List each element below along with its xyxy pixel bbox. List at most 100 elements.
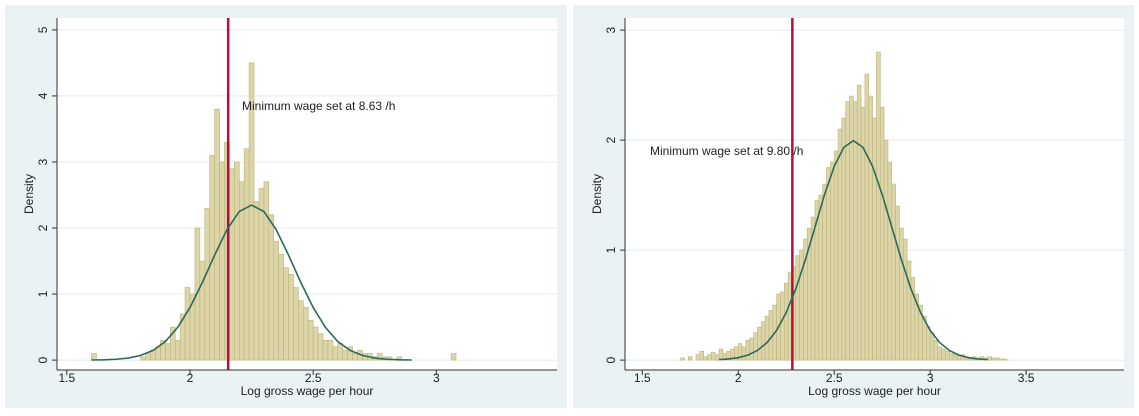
bar <box>822 183 827 361</box>
x-tick-label: 2 <box>735 371 742 385</box>
bar <box>229 168 235 361</box>
bar <box>741 346 747 361</box>
bar <box>845 101 850 361</box>
bar <box>699 350 704 361</box>
panel: 0 1 2 3 1.5 2 2.5 3 3.5 Minimum wage set at 9.80 … <box>573 5 1134 408</box>
y-axis-title: Density <box>22 174 36 214</box>
bar <box>145 353 151 361</box>
bar <box>680 357 685 361</box>
bar <box>184 287 191 361</box>
bar <box>327 339 334 361</box>
bar <box>293 287 299 361</box>
panel: 0 1 2 3 4 5 1.5 2 2.5 3 Minimum wage set at 8.63 /… <box>5 5 567 408</box>
bar <box>312 326 319 361</box>
bar <box>868 95 873 361</box>
bar <box>987 356 992 361</box>
bar <box>268 214 275 361</box>
bar <box>945 350 950 361</box>
bar <box>818 194 823 361</box>
y-axis-title: Density <box>590 174 604 214</box>
y-tick-label: 3 <box>36 158 50 165</box>
bar <box>764 315 770 361</box>
bar <box>243 148 250 361</box>
bar <box>707 354 712 361</box>
bar <box>995 357 1000 361</box>
x-axis-title: Log gross wage per hour <box>241 384 374 398</box>
bar <box>322 339 329 361</box>
bar <box>941 348 946 361</box>
bar <box>753 332 758 361</box>
bar <box>872 117 877 361</box>
y-tick-label: 5 <box>36 26 50 33</box>
bar <box>258 188 265 361</box>
bar <box>718 348 724 361</box>
bar <box>757 326 762 361</box>
bar <box>991 357 996 361</box>
bar <box>864 73 870 361</box>
bar <box>307 320 314 361</box>
bar <box>283 267 289 361</box>
y-tick-label: 1 <box>36 290 50 297</box>
bar <box>288 273 294 361</box>
bar <box>926 326 931 361</box>
bar <box>91 353 97 361</box>
bar <box>253 201 260 361</box>
y-tick-label: 4 <box>36 92 50 99</box>
bar <box>214 108 220 361</box>
bar <box>165 343 171 361</box>
bar <box>695 354 701 361</box>
bar <box>688 356 693 361</box>
y-tick-label: 0 <box>36 356 50 363</box>
bar <box>933 339 939 361</box>
bar <box>795 255 800 361</box>
y-tick-label: 2 <box>36 224 50 231</box>
bar <box>841 117 847 361</box>
annotation: Minimum wage set at 8.63 /h <box>242 99 395 113</box>
bar <box>956 355 962 361</box>
bar <box>204 207 211 361</box>
bar <box>263 181 270 361</box>
bar <box>826 167 831 361</box>
bar <box>714 354 720 361</box>
x-tick-label: 2.5 <box>826 371 843 385</box>
bar <box>780 291 785 361</box>
bar <box>317 333 324 361</box>
bar <box>783 282 789 361</box>
x-tick-label: 2.5 <box>305 371 322 385</box>
x-tick-label: 3 <box>927 371 934 385</box>
bar <box>860 106 866 361</box>
bar <box>234 161 240 361</box>
bar <box>937 346 942 361</box>
bar <box>891 183 896 361</box>
normal-curve <box>91 204 412 361</box>
bar <box>219 161 225 361</box>
y-tick-label: 0 <box>604 356 618 363</box>
bar <box>1002 358 1008 361</box>
y-tick-label: 2 <box>604 136 618 143</box>
bar <box>745 339 751 361</box>
bar <box>952 354 958 361</box>
bar <box>833 150 839 361</box>
bar <box>929 332 935 361</box>
bar <box>352 353 358 361</box>
bar <box>879 106 885 361</box>
x-tick-label: 2 <box>187 371 194 385</box>
bar <box>332 346 339 361</box>
x-tick-label: 3.5 <box>1018 371 1035 385</box>
normal-curve <box>718 139 988 361</box>
bar <box>337 343 344 361</box>
bar <box>703 356 708 361</box>
bar <box>856 84 862 361</box>
bar <box>906 260 912 361</box>
bar <box>140 356 146 361</box>
bar <box>298 300 304 361</box>
bar <box>849 95 854 361</box>
bar <box>887 161 893 361</box>
x-axis-title: Log gross wage per hour <box>808 384 941 398</box>
y-tick-label: 3 <box>604 26 618 33</box>
bar <box>902 238 908 361</box>
x-tick-label: 1.5 <box>59 371 76 385</box>
bar <box>883 139 889 361</box>
bar <box>711 352 716 361</box>
